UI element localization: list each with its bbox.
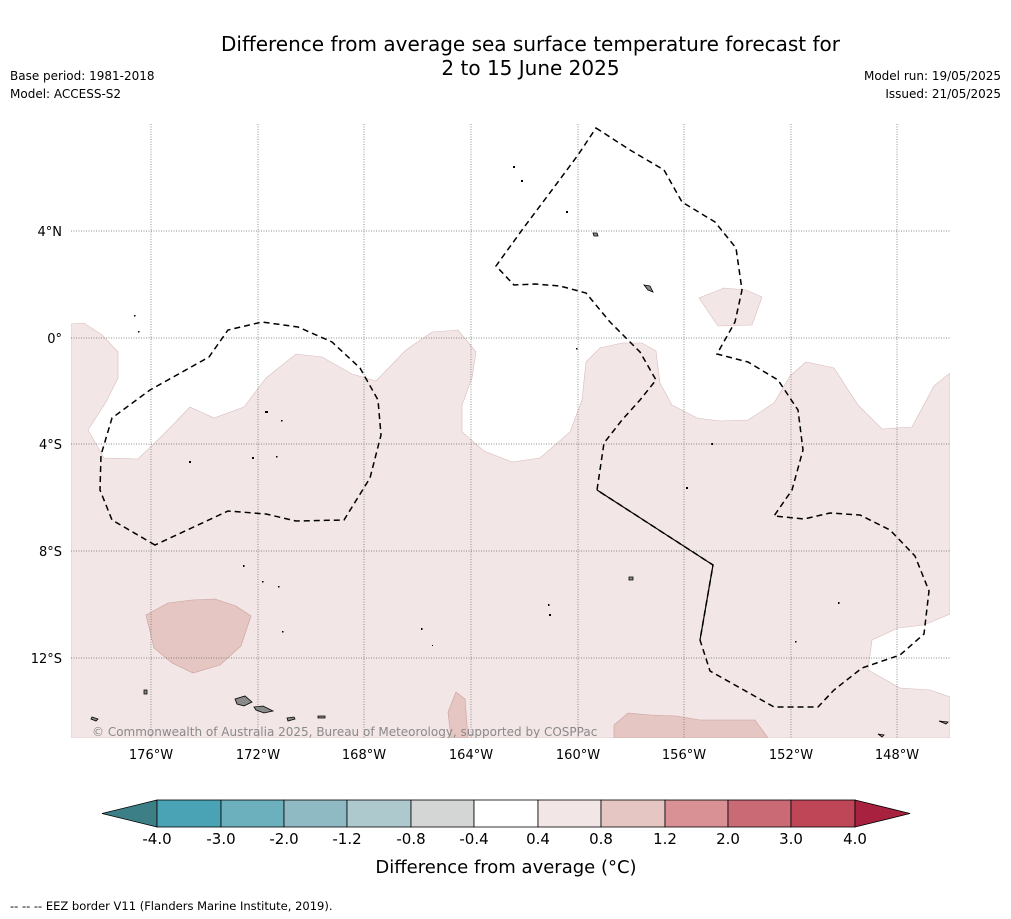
colorbar-cell [346, 799, 412, 828]
lon-label: 164°W [449, 748, 493, 763]
warmer-patch-west [145, 598, 252, 674]
colorbar: -4.0 -3.0 -2.0 -1.2 -0.8 -0.4 0.4 0.8 1.… [101, 799, 911, 878]
colorbar-cell [727, 799, 792, 828]
colorbar-cell [537, 799, 602, 828]
lat-label: 4°S [39, 438, 62, 453]
title-line-1: Difference from average sea surface temp… [220, 32, 840, 56]
lat-label: 12°S [31, 652, 62, 667]
colorbar-tick: -4.0 [142, 830, 171, 848]
warm-patch-north [698, 287, 763, 327]
atolls [134, 166, 840, 646]
meta-left: Base period: 1981-2018 Model: ACCESS-S2 [10, 67, 155, 103]
warmer-patch-south-east [613, 712, 769, 738]
colorbar-tick: -0.8 [396, 830, 425, 848]
warm-anomaly-region [71, 322, 950, 738]
island-upolu [253, 705, 275, 714]
colorbar-cell [283, 799, 348, 828]
lon-label: 176°W [129, 748, 173, 763]
colorbar-cell [600, 799, 666, 828]
colorbar-extend-low [101, 799, 158, 828]
lat-label: 4°N [38, 225, 63, 240]
map-panel: © Commonwealth of Australia 2025, Bureau… [71, 124, 950, 739]
meta-right: Model run: 19/05/2025 Issued: 21/05/2025 [864, 67, 1001, 103]
island-tiny-5 [592, 232, 599, 237]
colorbar-cell [473, 799, 539, 828]
colorbar-extend-high [854, 799, 911, 828]
graticule [71, 124, 950, 738]
island-savaii [234, 695, 253, 707]
island-tiny-6 [643, 284, 654, 293]
island-tiny-8 [938, 720, 949, 725]
colorbar-tick: -2.0 [269, 830, 298, 848]
lon-label: 160°W [556, 748, 600, 763]
colorbar-cell [156, 799, 222, 828]
colorbar-tick: -1.2 [332, 830, 361, 848]
eez-legend-note: -- -- -- EEZ border V11 (Flanders Marine… [10, 899, 333, 913]
island-tiny-2 [286, 716, 296, 722]
colorbar-tick: 0.4 [526, 830, 550, 848]
colorbar-label: Difference from average (°C) [375, 857, 636, 878]
islands [90, 232, 949, 738]
lon-label: 172°W [236, 748, 280, 763]
lon-label: 148°W [875, 748, 919, 763]
island-tiny-4 [143, 689, 148, 695]
issued-date: Issued: 21/05/2025 [885, 87, 1001, 101]
colorbar-tick: 0.8 [589, 830, 613, 848]
lon-label: 156°W [662, 748, 706, 763]
model-run: Model run: 19/05/2025 [863, 69, 1001, 83]
colorbar-tick: 1.2 [653, 830, 677, 848]
island-tiny-1 [90, 716, 99, 722]
colorbar-tick: -0.4 [459, 830, 488, 848]
lon-label: 168°W [342, 748, 386, 763]
title-line-2: 2 to 15 June 2025 [441, 56, 620, 80]
eez-borders [99, 126, 930, 708]
model-name: Model: ACCESS-S2 [10, 87, 122, 101]
colorbar-cell [410, 799, 475, 828]
lat-label: 8°S [39, 545, 62, 560]
latitude-labels: 4°N 0° 4°S 8°S 12°S [31, 225, 62, 667]
island-tiny-7 [628, 576, 634, 581]
colorbar-tick: 3.0 [779, 830, 803, 848]
eez-tokelau [99, 321, 382, 546]
warmer-patch-south-central [447, 691, 469, 738]
colorbar-cell [664, 799, 729, 828]
chart-title: Difference from average sea surface temp… [0, 32, 1011, 80]
colorbar-tick: 4.0 [843, 830, 867, 848]
eez-solid-segment [596, 489, 714, 641]
lat-label: 0° [47, 332, 62, 347]
island-tiny-3 [317, 715, 326, 719]
colorbar-tick: 2.0 [716, 830, 740, 848]
colorbar-tick: -3.0 [206, 830, 235, 848]
base-period: Base period: 1981-2018 [10, 69, 155, 83]
lon-label: 152°W [769, 748, 813, 763]
island-tiny-9 [877, 733, 885, 738]
eez-kiribati-line [495, 126, 930, 708]
copyright-text: © Commonwealth of Australia 2025, Bureau… [92, 725, 597, 739]
colorbar-cell [790, 799, 856, 828]
colorbar-cell [220, 799, 285, 828]
longitude-labels: 176°W 172°W 168°W 164°W 160°W 156°W 152°… [129, 748, 919, 763]
